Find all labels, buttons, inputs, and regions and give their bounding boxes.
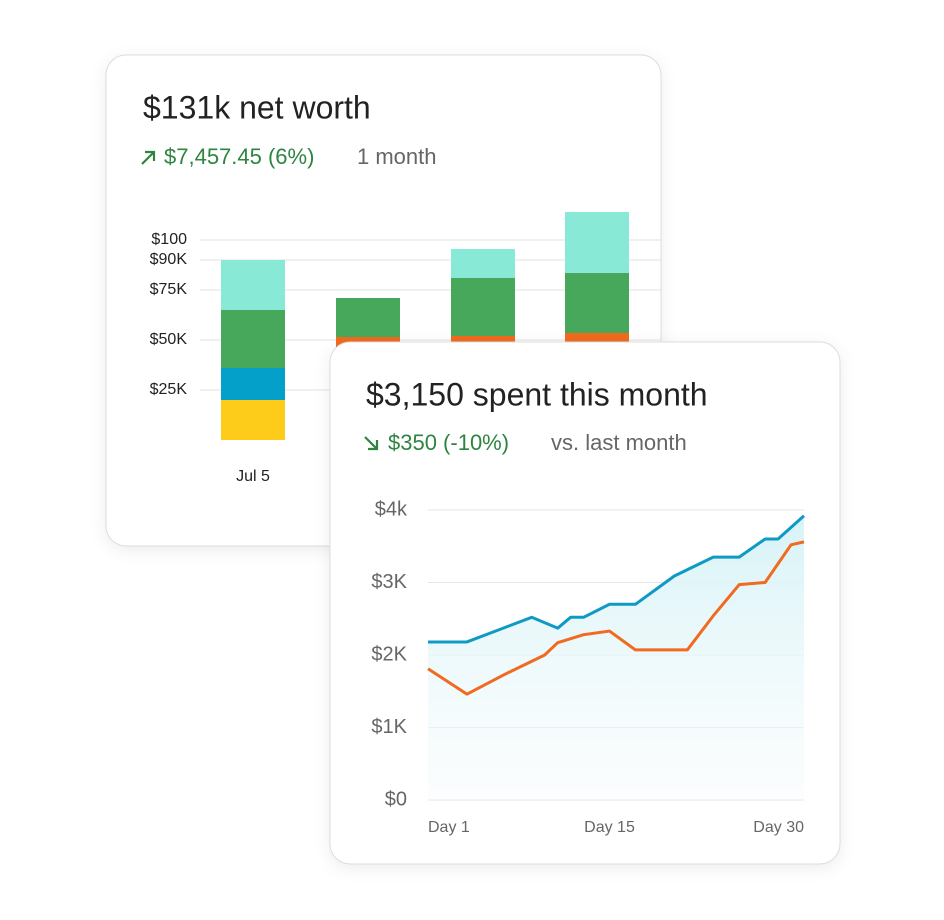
bar-segment bbox=[221, 260, 285, 310]
bar-segment bbox=[451, 278, 515, 336]
y-tick-label: $4k bbox=[375, 498, 408, 520]
line bbox=[428, 514, 806, 644]
line bbox=[427, 540, 805, 696]
y-tick-label: $0 bbox=[385, 788, 407, 810]
bar-segment bbox=[221, 310, 285, 368]
y-tick-label: $90K bbox=[150, 251, 188, 268]
bar-segment bbox=[565, 273, 629, 333]
card-title: $131k net worth bbox=[143, 89, 371, 125]
y-tick-label: $2K bbox=[371, 643, 407, 665]
bar-segment bbox=[221, 400, 285, 440]
area bbox=[428, 515, 804, 800]
bar-segment bbox=[221, 368, 285, 400]
y-tick-label: $1K bbox=[371, 716, 407, 738]
bar-segment bbox=[565, 212, 629, 273]
x-tick-label: Day 30 bbox=[753, 819, 804, 836]
y-tick-label: $50K bbox=[150, 331, 188, 348]
plot: $0 $1K $2K $3K $4k Day 1 Day 15 Day 30 bbox=[371, 498, 806, 836]
period: vs. last month bbox=[551, 430, 687, 455]
spending-card: $3,150 spent this month $350 (-10%) vs. … bbox=[329, 341, 841, 865]
up-arrow bbox=[141, 150, 156, 165]
change: $7,457.45 (6%) bbox=[164, 144, 314, 169]
period: 1 month bbox=[357, 144, 437, 169]
y-tick-label: $75K bbox=[150, 281, 188, 298]
y-tick-label: $3K bbox=[371, 571, 407, 593]
x-tick-label: Jul 5 bbox=[236, 468, 270, 485]
bar-segment bbox=[451, 249, 515, 278]
down-arrow bbox=[364, 436, 379, 451]
card-title: $3,150 spent this month bbox=[366, 376, 708, 412]
change: $350 (-10%) bbox=[388, 430, 509, 455]
x-tick-label: Day 15 bbox=[584, 819, 635, 836]
y-tick-label: $100 bbox=[151, 231, 187, 248]
bar-segment bbox=[336, 298, 400, 337]
x-tick-label: Day 1 bbox=[428, 819, 470, 836]
y-tick-label: $25K bbox=[150, 381, 188, 398]
